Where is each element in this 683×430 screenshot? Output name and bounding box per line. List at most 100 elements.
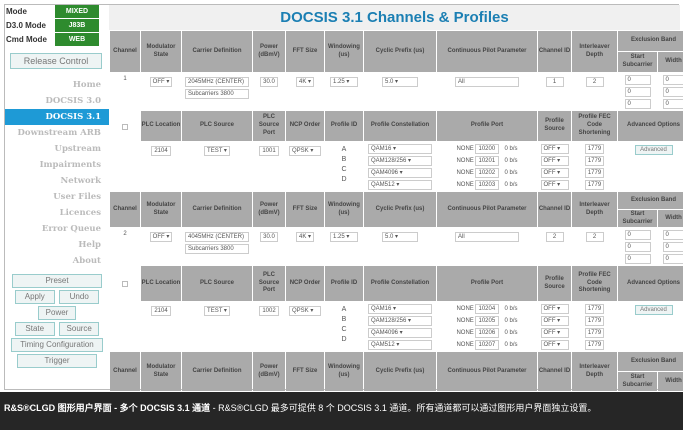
profile-source-select[interactable]: OFF — [540, 156, 569, 166]
carrier-subcarriers-field[interactable]: Subcarriers 3800 — [185, 244, 249, 254]
state-button[interactable]: State — [14, 322, 55, 336]
exclusion-start-field[interactable]: 0 — [624, 99, 651, 109]
plc-source-select[interactable]: TEST — [204, 306, 230, 316]
mode-value[interactable]: WEB — [55, 33, 99, 46]
fft-size-select[interactable]: 4K — [295, 77, 315, 87]
undo-button[interactable]: Undo — [59, 290, 100, 304]
fec-shortening-field[interactable]: 1779 — [584, 316, 605, 326]
power-button[interactable]: Power — [38, 306, 76, 320]
plc-source-port-field[interactable]: 1001 — [259, 146, 279, 156]
profile-constellation-select[interactable]: QAM4096 — [368, 168, 432, 178]
sidebar-item-docsis-3-1[interactable]: DOCSIS 3.1 — [5, 109, 109, 125]
continuous-pilot-field[interactable]: All — [455, 77, 519, 87]
sidebar-item-help[interactable]: Help — [78, 240, 101, 250]
continuous-pilot-field[interactable]: All — [455, 232, 519, 242]
windowing-select[interactable]: 1.25 — [330, 232, 358, 242]
profile-port-field[interactable]: 10202 — [475, 168, 500, 178]
profile-source-select[interactable]: OFF — [540, 316, 569, 326]
mode-value[interactable]: J83B — [55, 19, 99, 32]
exclusion-start-field[interactable]: 0 — [624, 87, 651, 97]
exclusion-start-field[interactable]: 0 — [624, 75, 651, 85]
sidebar-item-upstream[interactable]: Upstream — [54, 144, 101, 154]
sidebar-item-user-files[interactable]: User Files — [53, 192, 101, 202]
profile-source-select[interactable]: OFF — [540, 180, 569, 190]
profile-port-field[interactable]: 10200 — [475, 144, 500, 154]
interleaver-depth-field[interactable]: 2 — [585, 232, 604, 242]
profile-constellation-select[interactable]: QAM128/256 — [368, 316, 432, 326]
profile-source-select[interactable]: OFF — [540, 328, 569, 338]
fec-shortening-field[interactable]: 1779 — [584, 168, 605, 178]
fft-size-select[interactable]: 4K — [295, 232, 315, 242]
plc-location-field[interactable]: 2104 — [151, 306, 171, 316]
carrier-frequency-field[interactable]: 4045MHz (CENTER) — [185, 232, 249, 242]
profile-constellation-select[interactable]: QAM512 — [368, 340, 432, 350]
profile-source-select[interactable]: OFF — [540, 144, 569, 154]
profile-source-select[interactable]: OFF — [540, 304, 569, 314]
exclusion-width-field[interactable]: 0 — [662, 254, 683, 264]
profile-constellation-select[interactable]: QAM16 — [368, 144, 432, 154]
plc-location-field[interactable]: 2104 — [151, 146, 171, 156]
power-field[interactable]: 30.0 — [260, 77, 278, 87]
profile-port-field[interactable]: 10205 — [475, 316, 500, 326]
channel-select-checkbox[interactable] — [122, 123, 128, 130]
ncp-order-select[interactable]: QPSK — [289, 146, 321, 156]
power-field[interactable]: 30.0 — [260, 232, 278, 242]
exclusion-width-field[interactable]: 0 — [662, 230, 683, 240]
modulator-state-select[interactable]: OFF — [149, 232, 173, 242]
mode-value[interactable]: MIXED — [55, 5, 99, 18]
fec-shortening-field[interactable]: 1779 — [584, 328, 605, 338]
exclusion-start-field[interactable]: 0 — [624, 242, 651, 252]
profile-port-field[interactable]: 10203 — [475, 180, 500, 190]
channel-id-field[interactable]: 1 — [545, 77, 564, 87]
carrier-frequency-field[interactable]: 2045MHz (CENTER) — [185, 77, 249, 87]
profile-port-field[interactable]: 10207 — [475, 340, 500, 350]
preset-button[interactable]: Preset — [12, 274, 102, 288]
cyclic-prefix-select[interactable]: 5.0 — [382, 77, 418, 87]
exclusion-width-field[interactable]: 0 — [662, 87, 683, 97]
interleaver-depth-field[interactable]: 2 — [585, 77, 604, 87]
exclusion-width-field[interactable]: 0 — [662, 242, 683, 252]
profile-port-field[interactable]: 10201 — [475, 156, 500, 166]
sidebar-item-docsis-3-0[interactable]: DOCSIS 3.0 — [45, 96, 101, 106]
fec-shortening-field[interactable]: 1779 — [584, 180, 605, 190]
fec-shortening-field[interactable]: 1779 — [584, 304, 605, 314]
release-control-button[interactable]: Release Control — [10, 53, 102, 69]
fec-shortening-field[interactable]: 1779 — [584, 156, 605, 166]
sidebar-item-downstream-arb[interactable]: Downstream ARB — [17, 128, 101, 138]
sidebar-item-about[interactable]: About — [72, 256, 101, 266]
sidebar-item-home[interactable]: Home — [72, 80, 101, 90]
timing-configuration-button[interactable]: Timing Configuration — [11, 338, 103, 352]
sidebar-item-error-queue[interactable]: Error Queue — [41, 224, 101, 234]
windowing-select[interactable]: 1.25 — [330, 77, 358, 87]
carrier-subcarriers-field[interactable]: Subcarriers 3800 — [185, 89, 249, 99]
plc-source-port-field[interactable]: 1002 — [259, 306, 279, 316]
profile-source-select[interactable]: OFF — [540, 168, 569, 178]
advanced-button[interactable]: Advanced — [634, 145, 673, 155]
profile-port-field[interactable]: 10204 — [475, 304, 500, 314]
profile-port-field[interactable]: 10206 — [475, 328, 500, 338]
trigger-button[interactable]: Trigger — [17, 354, 97, 368]
modulator-state-select[interactable]: OFF — [149, 77, 173, 87]
ncp-order-select[interactable]: QPSK — [289, 306, 321, 316]
profile-constellation-select[interactable]: QAM16 — [368, 304, 432, 314]
apply-button[interactable]: Apply — [14, 290, 55, 304]
profile-constellation-select[interactable]: QAM512 — [368, 180, 432, 190]
plc-source-select[interactable]: TEST — [204, 146, 230, 156]
exclusion-start-field[interactable]: 0 — [624, 230, 651, 240]
channel-select-checkbox[interactable] — [122, 281, 128, 287]
sidebar-item-licences[interactable]: Licences — [59, 208, 101, 218]
advanced-button[interactable]: Advanced — [634, 305, 673, 315]
fec-shortening-field[interactable]: 1779 — [584, 144, 605, 154]
profile-constellation-select[interactable]: QAM4096 — [368, 328, 432, 338]
cyclic-prefix-select[interactable]: 5.0 — [382, 232, 418, 242]
fec-shortening-field[interactable]: 1779 — [584, 340, 605, 350]
channel-id-field[interactable]: 2 — [545, 232, 564, 242]
exclusion-width-field[interactable]: 0 — [662, 75, 683, 85]
exclusion-width-field[interactable]: 0 — [662, 99, 683, 109]
exclusion-start-field[interactable]: 0 — [624, 254, 651, 264]
profile-constellation-select[interactable]: QAM128/256 — [368, 156, 432, 166]
source-button[interactable]: Source — [59, 322, 100, 336]
sidebar-item-impairments[interactable]: Impairments — [39, 160, 101, 170]
profile-source-select[interactable]: OFF — [540, 340, 569, 350]
sidebar-item-network[interactable]: Network — [60, 176, 101, 186]
